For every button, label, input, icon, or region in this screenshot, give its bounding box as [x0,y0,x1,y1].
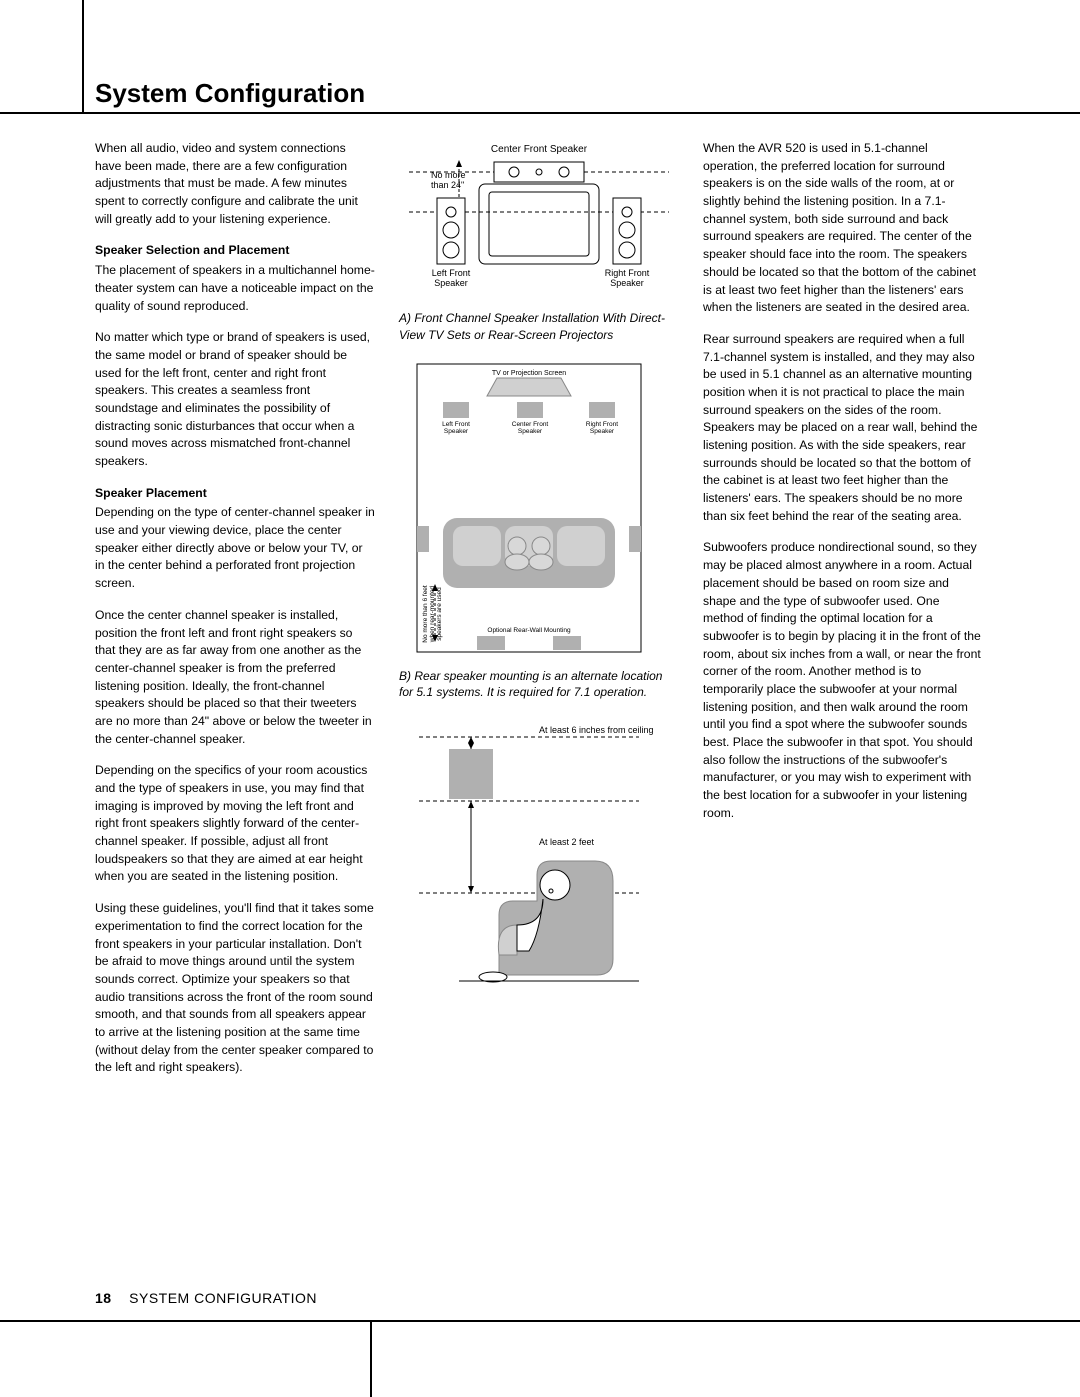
footer: 18 SYSTEM CONFIGURATION [95,1290,317,1306]
para: The placement of speakers in a multichan… [95,262,375,315]
column-2: Center Front Speaker No more than 24" [399,140,679,1091]
rule-horizontal-top [0,112,1080,114]
para: Once the center channel speaker is insta… [95,607,375,749]
fig1-left2: Speaker [434,278,468,288]
subhead-speaker-placement: Speaker Placement [95,485,375,503]
fig1-left1: Left Front [432,268,471,278]
fig1-center-label: Center Front Speaker [491,144,588,155]
fig2-cf2: Speaker [518,428,543,435]
fig2-lf1: Left Front [442,421,470,428]
para: When the AVR 520 is used in 5.1-channel … [703,140,983,317]
figure-side-elevation: At least 6 inches from ceiling At least … [399,715,679,995]
figure-front-speakers: Center Front Speaker No more than 24" [399,140,679,300]
fig2-rf2: Speaker [590,428,615,435]
columns: When all audio, video and system connect… [95,140,985,1091]
fig2-tvlabel: TV or Projection Screen [492,370,566,377]
fig2-side1: No more than 6 feet [422,585,429,643]
para: Rear surround speakers are required when… [703,331,983,526]
fig2-side2: when rear-mounted [429,585,436,643]
fig1-right1: Right Front [605,268,650,278]
subhead-speaker-selection: Speaker Selection and Placement [95,242,375,260]
caption-b: B) Rear speaker mounting is an alternate… [399,668,679,702]
fig2-cf1: Center Front [512,421,549,428]
para: No matter which type or brand of speaker… [95,329,375,471]
fig3-twofeet: At least 2 feet [539,837,595,847]
rule-horizontal-bottom [0,1320,1080,1322]
fig2-side3: speakers are used [436,586,443,640]
footer-page: 18 [95,1290,112,1306]
fig1-right2: Speaker [610,278,644,288]
column-3: When the AVR 520 is used in 5.1-channel … [703,140,983,1091]
para: Using these guidelines, you'll find that… [95,900,375,1077]
column-1: When all audio, video and system connect… [95,140,375,1091]
fig2-rf1: Right Front [586,421,618,428]
para: Depending on the specifics of your room … [95,762,375,886]
para: When all audio, video and system connect… [95,140,375,228]
fig1-nomore: No more [431,170,466,180]
rule-vertical-top [82,0,84,112]
rule-vertical-bottom [370,1320,372,1397]
fig2-lf2: Speaker [444,428,469,435]
figure-room-plan: TV or Projection Screen Left Front Speak… [399,358,679,658]
para: Subwoofers produce nondirectional sound,… [703,539,983,822]
page: System Configuration When all audio, vid… [0,0,1080,1397]
page-title: System Configuration [95,78,365,109]
fig3-ceiling: At least 6 inches from ceiling [539,725,654,735]
caption-a: A) Front Channel Speaker Installation Wi… [399,310,679,344]
fig2-rear: Optional Rear-Wall Mounting [487,627,571,634]
footer-text: SYSTEM CONFIGURATION [129,1290,317,1306]
para: Depending on the type of center-channel … [95,504,375,592]
